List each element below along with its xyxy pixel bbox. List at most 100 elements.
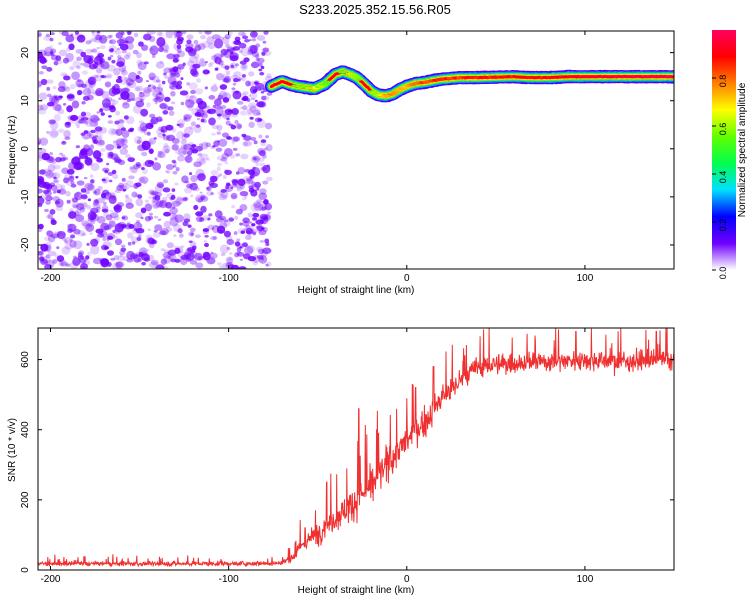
noise-speckle bbox=[222, 77, 230, 83]
noise-speckle bbox=[251, 38, 257, 42]
noise-speckle bbox=[241, 64, 247, 70]
noise-speckle bbox=[64, 136, 71, 141]
noise-speckle bbox=[76, 56, 82, 61]
noise-speckle bbox=[167, 76, 177, 85]
noise-speckle bbox=[262, 227, 268, 233]
noise-speckle bbox=[220, 54, 225, 58]
noise-speckle bbox=[169, 216, 179, 227]
noise-speckle bbox=[260, 65, 265, 70]
noise-speckle bbox=[85, 148, 94, 157]
noise-speckle bbox=[53, 183, 64, 194]
noise-speckle bbox=[243, 245, 254, 255]
noise-speckle bbox=[231, 136, 239, 143]
noise-speckle bbox=[189, 95, 195, 99]
noise-speckle bbox=[237, 166, 246, 175]
noise-speckle bbox=[158, 31, 164, 37]
noise-speckle bbox=[108, 45, 118, 54]
noise-speckle bbox=[200, 113, 209, 119]
noise-speckle bbox=[156, 154, 162, 158]
noise-speckle bbox=[227, 109, 232, 113]
noise-speckle bbox=[38, 227, 43, 233]
noise-speckle bbox=[174, 57, 180, 63]
noise-speckle bbox=[215, 72, 224, 81]
noise-speckle bbox=[147, 84, 152, 88]
noise-speckle bbox=[121, 69, 128, 76]
noise-speckle bbox=[147, 140, 154, 146]
noise-speckle bbox=[46, 79, 54, 84]
noise-speckle bbox=[177, 50, 185, 58]
noise-speckle bbox=[143, 162, 147, 167]
noise-speckle bbox=[72, 59, 81, 68]
noise-speckle bbox=[38, 142, 41, 146]
noise-speckle bbox=[261, 51, 266, 56]
noise-speckle bbox=[216, 166, 221, 171]
noise-speckle bbox=[90, 37, 98, 42]
noise-speckle bbox=[38, 71, 44, 75]
noise-speckle bbox=[241, 133, 247, 138]
noise-speckle bbox=[148, 72, 156, 81]
spectrogram-frame bbox=[37, 30, 675, 270]
noise-speckle bbox=[173, 42, 181, 51]
noise-speckle bbox=[190, 194, 194, 198]
noise-speckle bbox=[81, 220, 90, 227]
noise-speckle bbox=[169, 85, 175, 90]
noise-speckle bbox=[262, 40, 267, 44]
noise-speckle bbox=[133, 135, 143, 145]
y-tick-label: 200 bbox=[20, 491, 31, 508]
noise-speckle bbox=[65, 191, 71, 197]
noise-speckle bbox=[143, 131, 150, 136]
noise-speckle bbox=[48, 172, 57, 178]
noise-speckle bbox=[53, 60, 59, 66]
noise-speckle bbox=[118, 182, 125, 188]
noise-speckle bbox=[186, 183, 194, 189]
noise-speckle bbox=[143, 61, 149, 65]
noise-speckle bbox=[93, 36, 103, 43]
noise-speckle bbox=[76, 125, 80, 129]
noise-speckle bbox=[47, 164, 56, 172]
noise-speckle bbox=[157, 151, 165, 159]
noise-speckle bbox=[105, 192, 112, 197]
noise-speckle bbox=[157, 218, 162, 221]
noise-speckle bbox=[235, 91, 239, 95]
noise-speckle bbox=[222, 36, 230, 45]
noise-speckle bbox=[163, 72, 167, 76]
noise-speckle bbox=[69, 208, 74, 213]
noise-speckle bbox=[235, 208, 244, 215]
noise-speckle bbox=[136, 52, 142, 59]
noise-speckle bbox=[48, 250, 57, 257]
noise-speckle bbox=[190, 227, 196, 232]
noise-speckle bbox=[225, 185, 230, 190]
noise-speckle bbox=[216, 155, 226, 161]
noise-speckle bbox=[96, 31, 101, 34]
noise-speckle bbox=[233, 231, 238, 235]
noise-speckle bbox=[85, 40, 92, 45]
noise-speckle bbox=[120, 137, 128, 145]
noise-speckle bbox=[108, 195, 117, 205]
noise-speckle bbox=[134, 96, 143, 103]
noise-speckle bbox=[94, 126, 103, 132]
noise-speckle bbox=[180, 144, 188, 150]
noise-speckle bbox=[252, 260, 258, 266]
noise-speckle bbox=[183, 117, 188, 121]
noise-speckle bbox=[103, 225, 112, 231]
noise-speckle bbox=[252, 88, 258, 93]
noise-speckle bbox=[74, 120, 81, 127]
noise-speckle bbox=[93, 135, 103, 145]
noise-speckle bbox=[125, 197, 133, 205]
noise-speckle bbox=[149, 76, 154, 81]
noise-speckle bbox=[119, 92, 126, 98]
noise-speckle bbox=[46, 259, 55, 269]
noise-speckle bbox=[174, 66, 182, 74]
noise-speckle bbox=[216, 113, 222, 117]
noise-speckle bbox=[224, 147, 233, 157]
noise-speckle bbox=[96, 197, 106, 204]
noise-speckle bbox=[83, 156, 93, 164]
noise-speckle bbox=[106, 34, 112, 39]
noise-speckle bbox=[186, 150, 193, 156]
noise-speckle bbox=[206, 185, 213, 192]
noise-speckle bbox=[50, 184, 58, 192]
noise-speckle bbox=[195, 215, 203, 223]
noise-speckle bbox=[84, 182, 94, 191]
noise-speckle bbox=[135, 76, 143, 84]
